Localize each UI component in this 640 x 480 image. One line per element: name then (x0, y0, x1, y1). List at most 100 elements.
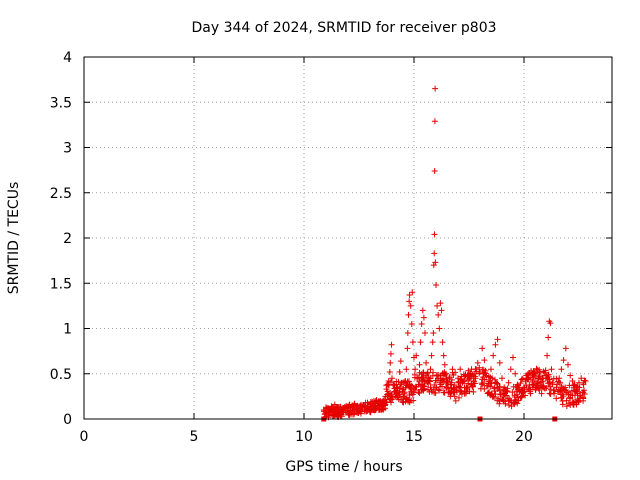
data-point (563, 403, 570, 410)
data-point (567, 372, 574, 379)
data-point (527, 390, 534, 397)
x-axis-label: GPS time / hours (285, 459, 402, 475)
data-point (387, 359, 394, 366)
data-point (414, 375, 421, 382)
data-point (577, 393, 584, 400)
plot-frame (83, 56, 613, 420)
data-point (397, 358, 404, 365)
data-point (361, 406, 368, 413)
data-point (488, 366, 494, 373)
y-tick-label: 2 (63, 231, 72, 247)
data-point (565, 400, 572, 407)
data-point (534, 379, 541, 386)
data-point (437, 381, 444, 388)
data-point (362, 399, 369, 406)
data-point (393, 384, 400, 391)
data-point (573, 384, 580, 391)
data-point (470, 378, 477, 385)
data-point (553, 395, 560, 402)
data-point (510, 354, 516, 361)
y-tick-label: 4 (63, 50, 72, 66)
data-point (491, 376, 498, 383)
data-point (435, 311, 442, 318)
data-point (512, 370, 519, 377)
data-point (496, 359, 503, 366)
data-point (395, 378, 402, 385)
data-point (569, 377, 576, 384)
y-tick-label: 0.5 (50, 367, 72, 383)
data-point (509, 389, 516, 396)
data-point (372, 405, 379, 412)
data-point (492, 341, 499, 348)
data-point (492, 391, 499, 398)
data-point (543, 372, 549, 379)
data-point (390, 381, 397, 388)
data-point (538, 379, 545, 386)
data-point (437, 300, 444, 307)
data-point (491, 387, 498, 394)
data-point (499, 375, 505, 382)
data-point (580, 381, 587, 388)
data-point (538, 390, 545, 397)
data-point (565, 361, 571, 368)
data-point (413, 352, 420, 359)
data-point (500, 394, 507, 401)
data-point (505, 397, 512, 404)
data-point (465, 367, 472, 374)
data-point (337, 403, 344, 410)
data-point (446, 388, 453, 395)
x-tick-label: 10 (295, 429, 313, 445)
data-point (452, 397, 459, 404)
data-point (341, 404, 348, 411)
data-point (401, 393, 408, 400)
data-point (523, 375, 530, 382)
data-point (346, 402, 353, 409)
data-point (492, 379, 499, 386)
data-point (400, 386, 406, 393)
data-point (524, 376, 531, 383)
data-point (409, 289, 416, 296)
data-point (387, 350, 394, 357)
x-tick-label: 15 (405, 429, 423, 445)
data-point (560, 357, 567, 364)
grid (84, 57, 612, 419)
data-point (432, 85, 439, 92)
data-point (468, 366, 475, 373)
data-point (448, 379, 455, 386)
data-point (415, 388, 422, 395)
data-point (406, 298, 413, 305)
data-point (407, 302, 414, 309)
data-point (529, 384, 536, 391)
data-point (502, 400, 509, 407)
data-point (427, 366, 434, 373)
data-point (481, 357, 488, 364)
y-tick-label: 3 (63, 141, 72, 157)
data-point (460, 371, 467, 378)
data-point (487, 383, 494, 390)
data-point (479, 345, 486, 352)
data-point (386, 368, 393, 375)
data-point (437, 375, 444, 382)
data-point (557, 387, 564, 394)
y-tick-label: 2.5 (50, 186, 72, 202)
y-tick-label: 1.5 (50, 276, 72, 292)
data-point (480, 380, 487, 387)
data-point (380, 397, 387, 404)
data-point (568, 387, 575, 394)
data-point (431, 250, 438, 257)
data-point (418, 320, 425, 327)
data-point (539, 375, 546, 382)
data-point (494, 397, 501, 404)
data-point (398, 379, 405, 386)
data-point (400, 399, 407, 406)
data-point (480, 366, 487, 373)
data-point (444, 377, 450, 384)
data-point (403, 366, 410, 373)
data-point (536, 387, 543, 394)
data-point (544, 352, 551, 359)
data-point (423, 359, 430, 366)
data-point (336, 404, 343, 411)
data-point (324, 408, 331, 415)
data-point (369, 398, 376, 405)
x-tick-label: 0 (80, 429, 89, 445)
